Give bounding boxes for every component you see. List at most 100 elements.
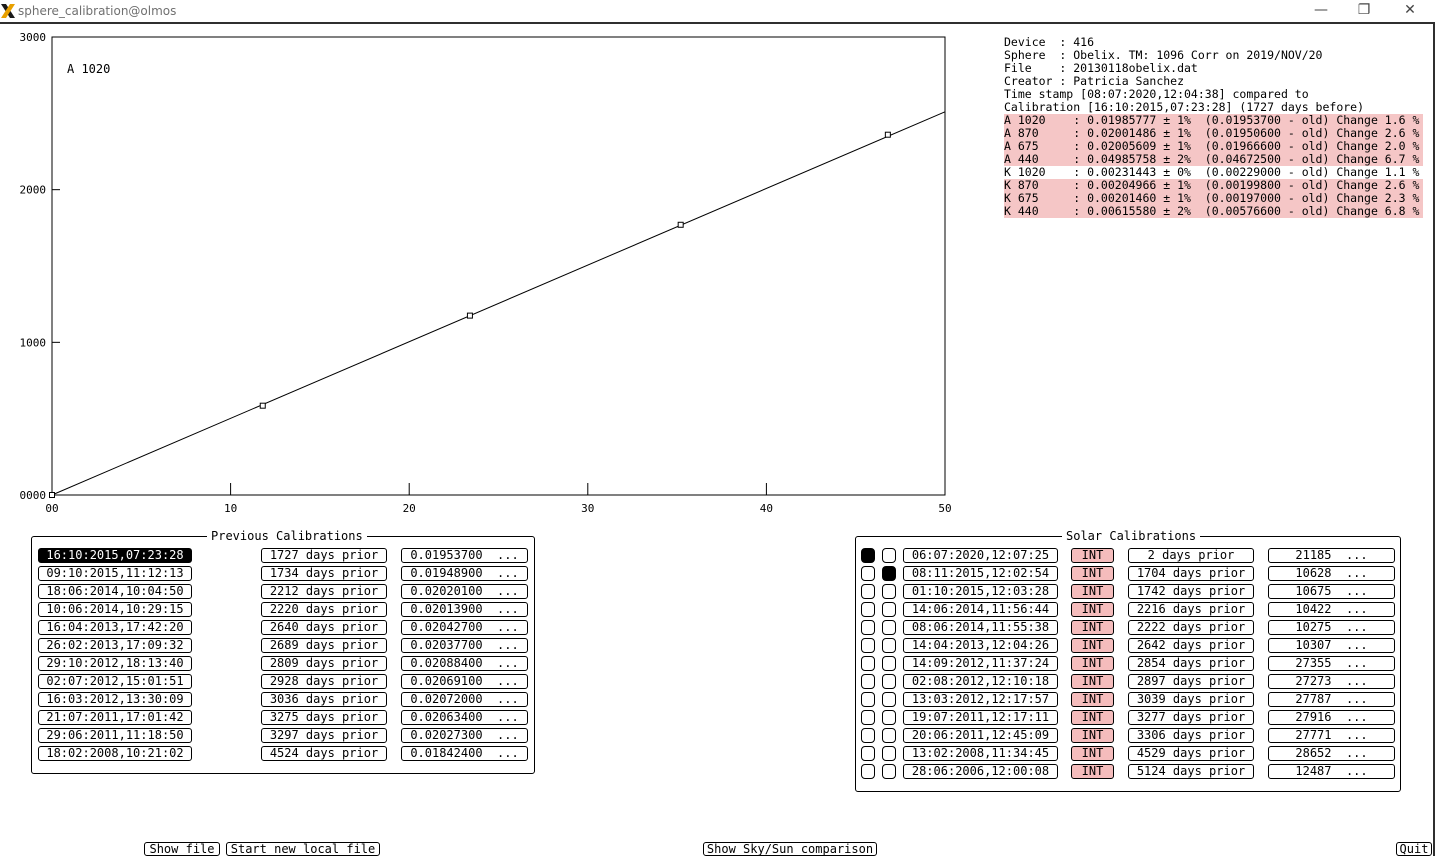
solar-calibration-date[interactable]: 28:06:2006,12:00:08 [903, 764, 1058, 779]
solar-int-tag[interactable]: INT [1071, 692, 1114, 707]
solar-calibration-prior[interactable]: 3039 days prior [1128, 692, 1254, 707]
solar-select-radio-b[interactable] [882, 584, 896, 599]
solar-int-tag[interactable]: INT [1071, 674, 1114, 689]
solar-int-tag[interactable]: INT [1071, 620, 1114, 635]
previous-calibration-value[interactable]: 0.01948900 ... [401, 566, 528, 581]
previous-calibration-value[interactable]: 0.02013900 ... [401, 602, 528, 617]
start-new-local-file-button[interactable]: Start new local file [226, 842, 380, 856]
restore-button[interactable]: ❐ [1357, 2, 1371, 18]
previous-calibration-date[interactable]: 18:06:2014,10:04:50 [38, 584, 192, 599]
solar-calibration-prior[interactable]: 5124 days prior [1128, 764, 1254, 779]
previous-calibration-prior[interactable]: 3297 days prior [261, 728, 387, 743]
previous-calibration-value[interactable]: 0.02027300 ... [401, 728, 528, 743]
solar-calibration-date[interactable]: 02:08:2012,12:10:18 [903, 674, 1058, 689]
previous-calibration-prior[interactable]: 4524 days prior [261, 746, 387, 761]
solar-int-tag[interactable]: INT [1071, 746, 1114, 761]
solar-select-radio-a[interactable] [861, 638, 875, 653]
solar-calibration-value[interactable]: 27355 ... [1268, 656, 1395, 671]
solar-select-radio-a[interactable] [861, 764, 875, 779]
solar-calibration-prior[interactable]: 2216 days prior [1128, 602, 1254, 617]
solar-calibration-date[interactable]: 20:06:2011,12:45:09 [903, 728, 1058, 743]
solar-calibration-date[interactable]: 01:10:2015,12:03:28 [903, 584, 1058, 599]
previous-calibration-prior[interactable]: 2928 days prior [261, 674, 387, 689]
solar-select-radio-a[interactable] [861, 620, 875, 635]
solar-calibration-prior[interactable]: 2897 days prior [1128, 674, 1254, 689]
previous-calibration-date[interactable]: 16:03:2012,13:30:09 [38, 692, 192, 707]
close-button[interactable]: ✕ [1404, 2, 1416, 18]
solar-int-tag[interactable]: INT [1071, 656, 1114, 671]
solar-calibration-value[interactable]: 27916 ... [1268, 710, 1395, 725]
previous-calibration-date[interactable]: 29:10:2012,18:13:40 [38, 656, 192, 671]
show-sky-sun-comparison-button[interactable]: Show Sky/Sun comparison [703, 842, 877, 856]
previous-calibration-prior[interactable]: 2212 days prior [261, 584, 387, 599]
previous-calibration-prior[interactable]: 3036 days prior [261, 692, 387, 707]
solar-int-tag[interactable]: INT [1071, 638, 1114, 653]
previous-calibration-prior[interactable]: 2689 days prior [261, 638, 387, 653]
quit-button[interactable]: Quit [1396, 842, 1432, 856]
solar-int-tag[interactable]: INT [1071, 584, 1114, 599]
solar-int-tag[interactable]: INT [1071, 764, 1114, 779]
previous-calibration-value[interactable]: 0.02069100 ... [401, 674, 528, 689]
solar-select-radio-a[interactable] [861, 548, 875, 563]
previous-calibration-value[interactable]: 0.02063400 ... [401, 710, 528, 725]
solar-int-tag[interactable]: INT [1071, 710, 1114, 725]
solar-calibration-value[interactable]: 10275 ... [1268, 620, 1395, 635]
solar-select-radio-b[interactable] [882, 674, 896, 689]
solar-calibration-date[interactable]: 08:06:2014,11:55:38 [903, 620, 1058, 635]
solar-select-radio-a[interactable] [861, 602, 875, 617]
solar-calibration-value[interactable]: 27787 ... [1268, 692, 1395, 707]
solar-calibration-date[interactable]: 08:11:2015,12:02:54 [903, 566, 1058, 581]
previous-calibration-value[interactable]: 0.01842400 ... [401, 746, 528, 761]
solar-select-radio-b[interactable] [882, 728, 896, 743]
solar-select-radio-a[interactable] [861, 656, 875, 671]
solar-select-radio-b[interactable] [882, 638, 896, 653]
solar-calibration-prior[interactable]: 1704 days prior [1128, 566, 1254, 581]
solar-calibration-value[interactable]: 10628 ... [1268, 566, 1395, 581]
solar-calibration-date[interactable]: 13:03:2012,12:17:57 [903, 692, 1058, 707]
solar-select-radio-a[interactable] [861, 566, 875, 581]
previous-calibration-date[interactable]: 21:07:2011,17:01:42 [38, 710, 192, 725]
solar-calibration-value[interactable]: 21185 ... [1268, 548, 1395, 563]
solar-select-radio-b[interactable] [882, 548, 896, 563]
previous-calibration-date[interactable]: 10:06:2014,10:29:15 [38, 602, 192, 617]
solar-calibration-value[interactable]: 27273 ... [1268, 674, 1395, 689]
solar-calibration-value[interactable]: 10422 ... [1268, 602, 1395, 617]
solar-calibration-date[interactable]: 14:06:2014,11:56:44 [903, 602, 1058, 617]
solar-select-radio-b[interactable] [882, 692, 896, 707]
solar-calibration-prior[interactable]: 3306 days prior [1128, 728, 1254, 743]
solar-select-radio-b[interactable] [882, 620, 896, 635]
solar-calibration-prior[interactable]: 1742 days prior [1128, 584, 1254, 599]
solar-select-radio-a[interactable] [861, 674, 875, 689]
solar-select-radio-b[interactable] [882, 656, 896, 671]
previous-calibration-prior[interactable]: 2640 days prior [261, 620, 387, 635]
solar-int-tag[interactable]: INT [1071, 566, 1114, 581]
solar-select-radio-a[interactable] [861, 710, 875, 725]
solar-calibration-value[interactable]: 12487 ... [1268, 764, 1395, 779]
solar-select-radio-b[interactable] [882, 710, 896, 725]
solar-select-radio-b[interactable] [882, 746, 896, 761]
solar-select-radio-a[interactable] [861, 584, 875, 599]
solar-calibration-value[interactable]: 28652 ... [1268, 746, 1395, 761]
solar-calibration-value[interactable]: 10675 ... [1268, 584, 1395, 599]
solar-calibration-date[interactable]: 13:02:2008,11:34:45 [903, 746, 1058, 761]
previous-calibration-prior[interactable]: 2220 days prior [261, 602, 387, 617]
previous-calibration-prior[interactable]: 3275 days prior [261, 710, 387, 725]
solar-select-radio-b[interactable] [882, 566, 896, 581]
solar-calibration-prior[interactable]: 2642 days prior [1128, 638, 1254, 653]
previous-calibration-value[interactable]: 0.02072000 ... [401, 692, 528, 707]
minimize-button[interactable]: — [1314, 2, 1328, 18]
previous-calibration-prior[interactable]: 1734 days prior [261, 566, 387, 581]
solar-select-radio-a[interactable] [861, 728, 875, 743]
solar-int-tag[interactable]: INT [1071, 548, 1114, 563]
solar-select-radio-b[interactable] [882, 602, 896, 617]
solar-calibration-prior[interactable]: 4529 days prior [1128, 746, 1254, 761]
previous-calibration-date[interactable]: 09:10:2015,11:12:13 [38, 566, 192, 581]
solar-select-radio-b[interactable] [882, 764, 896, 779]
solar-calibration-date[interactable]: 19:07:2011,12:17:11 [903, 710, 1058, 725]
solar-int-tag[interactable]: INT [1071, 728, 1114, 743]
previous-calibration-value[interactable]: 0.02037700 ... [401, 638, 528, 653]
previous-calibration-value[interactable]: 0.02088400 ... [401, 656, 528, 671]
solar-calibration-date[interactable]: 14:09:2012,11:37:24 [903, 656, 1058, 671]
solar-calibration-date[interactable]: 14:04:2013,12:04:26 [903, 638, 1058, 653]
previous-calibration-prior[interactable]: 1727 days prior [261, 548, 387, 563]
